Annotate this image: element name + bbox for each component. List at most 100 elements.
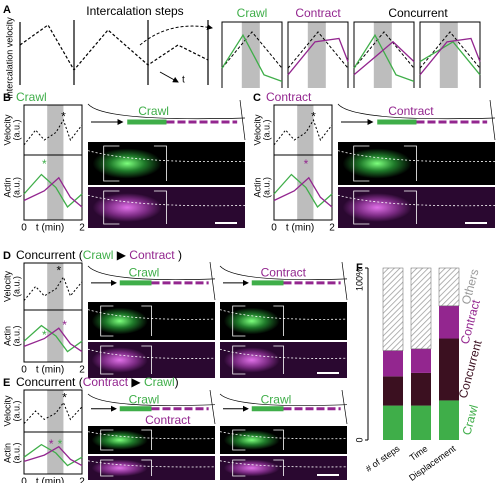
peak-marker: * [304,157,309,171]
panel-letter: B [3,92,11,104]
stimulus-band [307,22,326,88]
cell-outline [219,261,348,301]
bar-segment [411,405,431,440]
x-tick-label: 0 [271,223,277,234]
cell-boundary [219,431,348,440]
axis-label: (a.u.) [261,177,271,198]
peak-marker: * [58,437,63,451]
box-frame [353,21,415,88]
axis-label: Intercalation velocity [4,17,14,99]
cell-boundary [337,194,496,207]
peak-marker: * [56,264,61,278]
actin-signal [91,430,148,450]
legend-label: Others [459,267,482,305]
bar-segment [438,267,460,307]
x-tick-label: 0 [21,223,27,234]
box-frame [419,21,481,88]
cell-boundary [87,348,216,359]
panel-letter: D [3,250,11,262]
actin-trace [419,37,481,76]
cell-outline [219,389,348,425]
axis-label: Actin [252,177,262,197]
axis-label: t (min) [36,477,64,483]
title-part: ▶ [128,375,144,389]
axis-label: (a.u.) [261,119,271,140]
actin-trace [273,173,333,209]
diagram-label: Contract [261,266,307,280]
cell-boundary [219,309,348,320]
actin-trace [353,40,415,76]
axis-label: Velocity [2,270,12,302]
cell-outline [87,389,216,425]
step-label: Contract [295,6,341,20]
title-part: Crawl [16,90,47,104]
axis-label: Actin [2,326,12,346]
roi-bracket [103,145,167,182]
cell-outline [87,261,216,301]
peak-marker: * [62,318,67,332]
actin-signal [92,193,162,222]
velocity-trace [23,118,83,146]
roi-bracket [103,190,167,225]
panel-title: Intercalation steps [86,4,183,18]
stimulus-band [241,22,260,88]
stimulus-band [47,263,64,362]
axis-label: t (min) [286,223,314,234]
title-part: ) [175,375,179,389]
bar-segment [410,267,432,350]
stimulus-band [47,105,64,220]
roi-bracket [232,459,284,477]
velocity-trace [19,24,209,72]
roi-bracket [232,305,284,337]
legend-label: Crawl [459,403,480,436]
panel-title: Concurrent (Crawl ▶ Contract ) [16,248,182,262]
axis-label: (a.u.) [11,325,21,346]
actin-trace [23,443,83,467]
title-part: Contract [266,90,312,104]
roi-bracket [232,429,284,451]
actin-trace [23,327,83,353]
velocity-trace [353,31,415,69]
panel-title: Contract [266,90,312,104]
y-tick-label: 100% [354,268,364,291]
x-tick-label: 0 [21,477,27,483]
bar-segment [383,405,403,440]
cell-boundary [219,348,348,359]
x-tick-label: # of steps [364,443,402,474]
title-part: Concurrent ( [16,375,83,389]
diagram-label: Contract [145,413,191,427]
actin-signal [342,148,412,179]
plot-frame [273,104,333,221]
actin-signal [91,307,148,335]
panel-letter: F [356,262,363,274]
roi-bracket [353,145,417,182]
cell-outline [87,99,246,141]
title-part: Concurrent ( [16,248,83,262]
cell-boundary [87,460,216,468]
peak-marker: * [42,328,47,342]
actin-trace [23,176,83,208]
bar-segment [439,338,459,401]
roi-bracket [100,459,152,477]
title-part: Contract [83,375,129,389]
bar-segment [383,350,403,377]
title-part: Crawl [83,248,114,262]
peak-marker: * [61,110,66,124]
bar-segment [411,372,431,406]
actin-trace [23,324,83,353]
x-tick-label: 2 [79,223,85,234]
bar-segment [439,400,459,440]
actin-trace [23,173,83,209]
bar-segment [411,348,431,373]
velocity-trace [23,275,83,301]
x-tick-label: 0 [21,365,27,376]
x-tick-label: 2 [79,477,85,483]
velocity-trace [287,31,349,69]
step-label: Concurrent [388,6,448,20]
axis-label: t [182,75,185,86]
peak-marker: * [49,437,54,451]
actin-signal [91,347,148,373]
plot-frame [23,104,83,221]
actin-signal [223,347,280,373]
